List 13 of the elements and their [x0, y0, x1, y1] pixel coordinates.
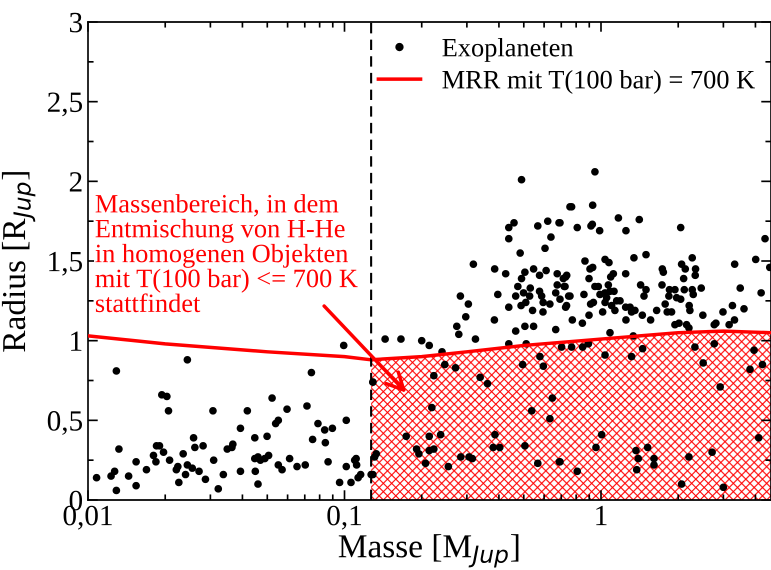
y-tick-label: 2 — [70, 172, 82, 192]
x-tick-label: 1 — [596, 506, 607, 526]
y-tick-label: 3 — [70, 12, 82, 32]
y-axis-title: Radius [R$_{Jup}$] — [2, 172, 36, 352]
x-tick-label: 0,1 — [327, 506, 361, 530]
y-tick-label: 0,5 — [48, 411, 82, 435]
y-tick-label: 2,5 — [48, 92, 82, 116]
legend-label: Exoplaneten — [442, 38, 574, 62]
annotation: Massenbereich, in dem Entmischung von H-He in homogenen Objekten mit T(100 bar) <= 700 K stattfindet — [95, 194, 358, 312]
y-tick-label: 1,5 — [49, 252, 82, 276]
y-tick-label: 1 — [71, 332, 82, 351]
x-axis-title: Masse [M$_{Jup}$] — [338, 534, 518, 568]
legend-label: MRR mit T(100 bar) = 700 K — [442, 70, 755, 94]
